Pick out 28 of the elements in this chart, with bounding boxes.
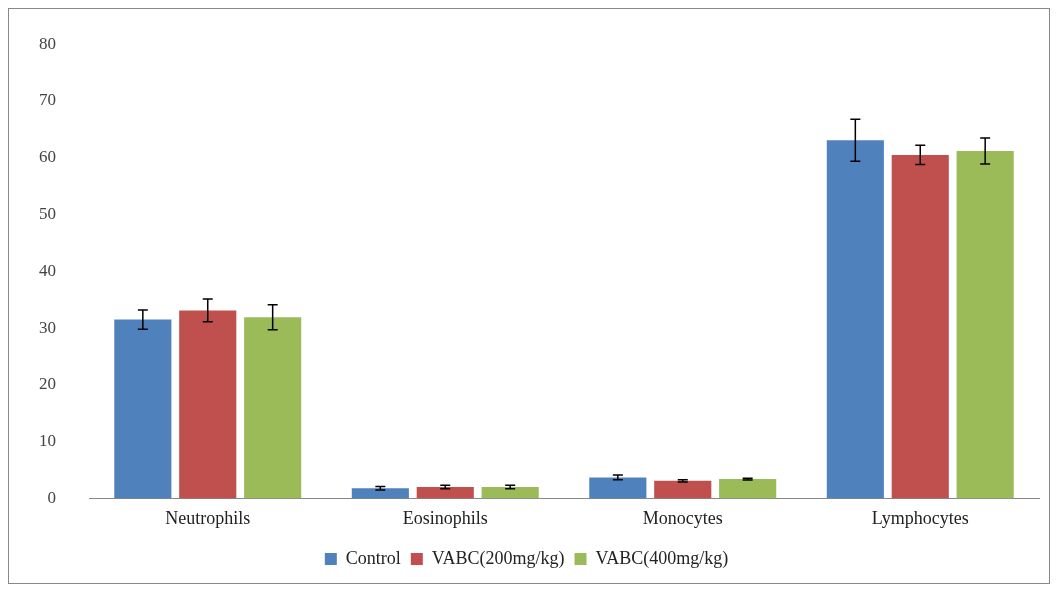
y-tick-label: 70 — [39, 90, 56, 110]
legend-label: Control — [345, 547, 401, 568]
y-tick-label: 50 — [39, 203, 56, 223]
y-tick-label: 0 — [47, 487, 56, 507]
bar — [179, 310, 237, 499]
bar — [416, 487, 474, 499]
bar — [114, 319, 172, 499]
bar — [244, 317, 302, 499]
legend-label: VABC(200mg/kg) — [431, 547, 565, 569]
bar — [826, 140, 884, 499]
x-tick-label: Monocytes — [642, 507, 723, 528]
y-tick-label: 30 — [39, 317, 56, 337]
x-tick-label: Eosinophils — [402, 507, 488, 528]
x-tick-label: Lymphocytes — [871, 507, 969, 528]
bar — [956, 150, 1014, 499]
y-tick-label: 20 — [39, 374, 56, 394]
bar — [719, 479, 777, 499]
y-tick-label: 60 — [39, 147, 56, 167]
bar — [654, 480, 712, 499]
x-tick-label: Neutrophils — [165, 507, 251, 528]
legend-label: VABC(400mg/kg) — [595, 547, 729, 569]
bar — [891, 154, 949, 499]
y-tick-label: 80 — [39, 33, 56, 53]
bar — [589, 477, 647, 499]
y-tick-label: 40 — [39, 260, 56, 280]
y-tick-label: 10 — [39, 431, 56, 451]
bar — [481, 487, 539, 499]
bar — [351, 488, 409, 499]
